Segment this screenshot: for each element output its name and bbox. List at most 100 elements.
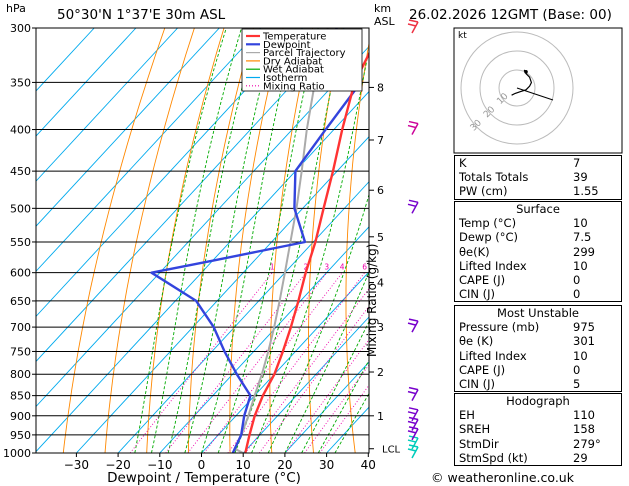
row-value: 110: [573, 408, 595, 423]
table-row: Dewp (°C) 7.5: [455, 230, 621, 244]
km-tick-label: 5: [377, 231, 384, 244]
row-value: 0: [573, 272, 581, 287]
wind-barb-staff: [411, 123, 419, 135]
table-row: Totals Totals 39: [455, 170, 621, 184]
wind-barb: [407, 199, 419, 214]
row-value: 29: [573, 450, 588, 465]
row-value: 0: [573, 287, 581, 302]
row-label: Lifted Index: [459, 348, 527, 363]
wind-barb-flag: [407, 124, 417, 129]
row-label: Dewp (°C): [459, 230, 519, 245]
pressure-tick-label: 750: [10, 345, 31, 358]
wind-barb-staff: [411, 428, 419, 441]
wind-barb-flag: [407, 439, 417, 443]
wind-barb: [407, 407, 419, 422]
pressure-tick-label: 350: [10, 76, 31, 89]
temperature-tick-label: 20: [277, 458, 292, 472]
hpa-unit-label: hPa: [6, 2, 26, 15]
mixing-ratio-label: 3: [324, 263, 329, 272]
isotherm-line: [36, 45, 369, 408]
table-row: CAPE (J) 0: [455, 363, 621, 377]
row-label: StmDir: [459, 436, 499, 451]
row-label: K: [459, 156, 467, 170]
km-tick-label: 8: [377, 81, 384, 94]
row-label: θe (K): [459, 334, 494, 349]
wind-barb-flag: [408, 19, 419, 23]
mixing-ratio-label: 8: [379, 263, 384, 272]
pressure-tick-label: 450: [10, 165, 31, 178]
row-value: 279°: [573, 436, 601, 451]
temperature-tick-label: 40: [361, 458, 376, 472]
dewpoint-line: [150, 28, 362, 453]
row-value: 301: [573, 334, 595, 349]
isotherm-line: [36, 28, 178, 182]
row-value: 7.5: [573, 230, 592, 245]
isotherm-line: [159, 226, 369, 453]
table-row: StmDir 279°: [455, 437, 621, 451]
row-label: CAPE (J): [459, 272, 506, 287]
mixing-ratio-label: 10: [389, 263, 399, 272]
temperature-tick-label: 10: [236, 458, 251, 472]
mixing-ratio-label: 6: [362, 263, 367, 272]
row-label: PW (cm): [459, 184, 508, 199]
legend-label: Wet Adiabat: [263, 65, 324, 76]
isotherm-line: [36, 28, 220, 227]
mixing-ratio-line: [258, 305, 369, 453]
hodograph-point: [524, 70, 528, 74]
legend-label: Dewpoint: [263, 40, 311, 51]
table-row: θe (K) 301: [455, 334, 621, 348]
table-row: CAPE (J) 0: [455, 273, 621, 287]
storm-motion-vector: [516, 87, 554, 101]
dry-adiabat-line: [146, 28, 225, 453]
wet-adiabat-line: [151, 28, 242, 453]
km-tick-label: 7: [377, 134, 384, 147]
isotherm-line: [36, 28, 137, 137]
wind-barb: [407, 120, 419, 135]
mixing-ratio-line: [244, 288, 369, 453]
table-row: Lifted Index 10: [455, 349, 621, 363]
pressure-tick-label: 500: [10, 202, 31, 215]
row-label: CAPE (J): [459, 362, 506, 377]
legend-box: [241, 28, 363, 92]
hodograph-ring: [479, 50, 555, 126]
row-value: 975: [573, 320, 595, 335]
wind-barb-flag: [407, 430, 417, 434]
mixing-ratio-line: [187, 272, 328, 453]
table-section-title: Hodograph: [506, 394, 570, 408]
row-label: CIN (J): [459, 287, 496, 302]
row-label: Pressure (mb): [459, 320, 540, 335]
wind-barb: [407, 19, 419, 34]
wind-barb-staff: [411, 201, 419, 214]
wind-barb-flag: [407, 390, 417, 395]
dry-adiabat-line: [345, 40, 369, 453]
hodograph-table: Hodograph EH 110 SREH 158 StmDir 279° StmSpd (k…: [454, 393, 622, 466]
hodograph-unit: kt: [458, 31, 467, 41]
table-row: CIN (J) 0: [455, 287, 621, 301]
wind-barb-staff: [411, 389, 419, 401]
asl-unit-label: ASL: [374, 15, 395, 28]
mixing-ratio-axis-label: Mixing Ratio (g/kg): [365, 244, 379, 357]
dry-adiabat-line: [62, 28, 166, 453]
table-row: Lifted Index 10: [455, 259, 621, 273]
row-label: StmSpd (kt): [459, 450, 528, 465]
pressure-tick-label: 300: [10, 22, 31, 35]
table-row: CIN (J) 5: [455, 377, 621, 391]
mixing-ratio-label: 15: [414, 263, 424, 272]
wind-barb-flag: [407, 23, 417, 27]
mixing-ratio-line: [227, 272, 365, 453]
surface-table: Surface Temp (°C) 10 Dewp (°C) 7.5 θe(K) 299 Li…: [454, 201, 622, 303]
row-value: 0: [573, 362, 581, 377]
row-label: θe(K): [459, 244, 490, 259]
hodograph-ring: [498, 69, 536, 107]
wind-barb-staff: [411, 21, 419, 34]
temperature-tick-label: 0: [198, 458, 206, 472]
mixing-ratio-line: [285, 338, 369, 453]
wind-barb-staff: [411, 409, 419, 422]
isotherm-line: [201, 271, 369, 453]
pressure-tick-label: 800: [10, 368, 31, 381]
table-row: SREH 158: [455, 422, 621, 436]
legend-label: Mixing Ratio: [263, 81, 325, 92]
isotherm-line: [284, 361, 369, 453]
